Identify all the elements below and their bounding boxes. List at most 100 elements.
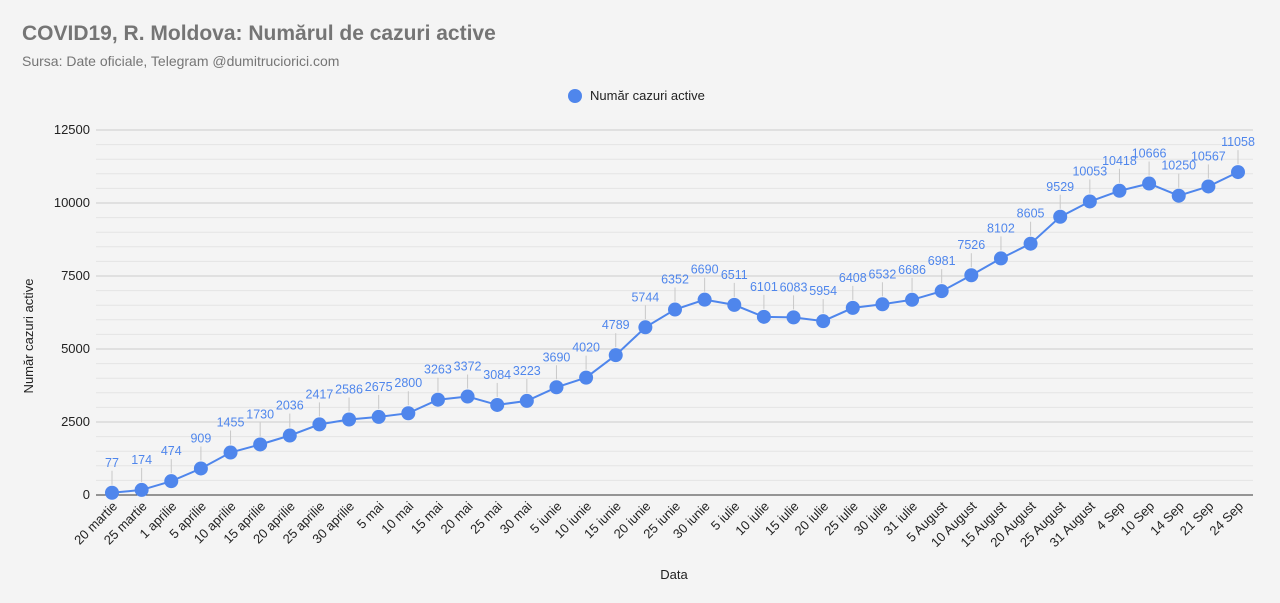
data-point [1023,236,1038,251]
y-tick-label: 7500 [61,268,90,283]
data-point [282,428,297,443]
y-axis-ticks: 0 2500 5000 7500 10000 12500 [54,122,90,502]
data-point [1231,165,1245,180]
data-label: 3084 [483,368,511,382]
data-point [223,445,238,460]
data-point [193,461,208,476]
data-label: 4020 [572,341,600,355]
data-label: 10250 [1161,159,1196,173]
data-label: 10567 [1191,149,1226,163]
data-label: 7526 [957,238,985,252]
data-label: 3223 [513,364,541,378]
data-label: 4789 [602,318,630,332]
x-axis-label: Data [660,567,688,582]
data-point [549,380,564,395]
data-point [668,302,682,317]
data-point [727,297,742,312]
data-point [342,412,357,427]
data-point [371,409,386,424]
data-point [875,297,890,312]
legend-marker [568,88,582,103]
data-point [460,389,475,404]
data-label: 6408 [839,271,867,285]
data-label: 6532 [869,267,897,281]
data-label: 2675 [365,380,393,394]
data-label: 6981 [928,254,956,268]
data-label: 10418 [1102,154,1137,168]
series-line [111,171,1239,494]
data-point [253,437,268,452]
data-label: 6101 [750,280,778,294]
data-label: 8605 [1017,207,1045,221]
data-label: 474 [161,444,182,458]
data-label: 6511 [721,268,748,282]
data-label: 2800 [394,376,422,390]
data-point [430,392,445,407]
data-label: 5744 [631,290,659,304]
x-tick-label: 20 mai [437,498,475,536]
x-tick-label: 10 mai [378,498,416,536]
data-point [905,292,920,307]
data-label: 11058 [1221,135,1255,149]
data-point [845,300,860,315]
data-point [697,292,712,307]
data-point [401,406,416,421]
data-point [519,393,534,408]
data-point [312,417,327,432]
data-label: 909 [190,431,211,445]
y-axis-label: Număr cazuri active [21,279,36,394]
data-point [993,251,1008,266]
x-tick-label: 25 mai [467,498,505,536]
data-point [638,320,653,335]
x-tick-label: 24 Sep [1206,499,1246,539]
data-point [1053,209,1068,224]
data-label: 3690 [543,350,571,364]
data-label: 6690 [691,263,719,277]
y-tick-label: 0 [83,487,90,502]
data-point [579,370,594,385]
data-point [964,268,979,283]
data-label: 6083 [780,280,808,294]
data-label: 10053 [1072,164,1107,178]
data-points [105,165,1245,500]
data-label: 1730 [246,407,274,421]
data-label: 8102 [987,221,1015,235]
data-point [934,284,949,299]
data-label: 1455 [217,416,245,430]
data-label: 3263 [424,363,452,377]
chart-title: COVID19, R. Moldova: Numărul de cazuri a… [22,22,496,45]
data-label: 3372 [454,360,482,374]
data-label: 2586 [335,382,363,396]
data-point [786,310,801,325]
data-point [490,397,505,412]
data-point [134,482,149,497]
data-point [164,474,179,489]
data-point [1082,194,1097,209]
data-label: 2036 [276,399,304,413]
grid [96,129,1253,481]
data-point [105,485,119,500]
data-point [1142,176,1157,191]
data-point [816,314,831,329]
data-point [608,348,623,363]
y-tick-label: 5000 [61,341,90,356]
chart-subtitle: Sursa: Date oficiale, Telegram @dumitruc… [22,53,340,69]
data-point [1201,179,1216,194]
data-label: 174 [131,453,152,467]
data-point [1171,188,1186,203]
y-tick-label: 10000 [54,195,90,210]
data-label: 6686 [898,263,926,277]
x-tick-label: 30 mai [497,498,535,536]
legend: Număr cazuri active [568,88,705,103]
data-label: 6352 [661,273,689,287]
data-label: 5954 [809,284,837,298]
data-label: 9529 [1046,180,1074,194]
y-tick-label: 12500 [54,122,90,137]
legend-label: Număr cazuri active [590,88,705,103]
data-point [756,309,771,324]
data-label: 10666 [1132,147,1167,161]
x-tick-label: 15 mai [408,498,446,536]
